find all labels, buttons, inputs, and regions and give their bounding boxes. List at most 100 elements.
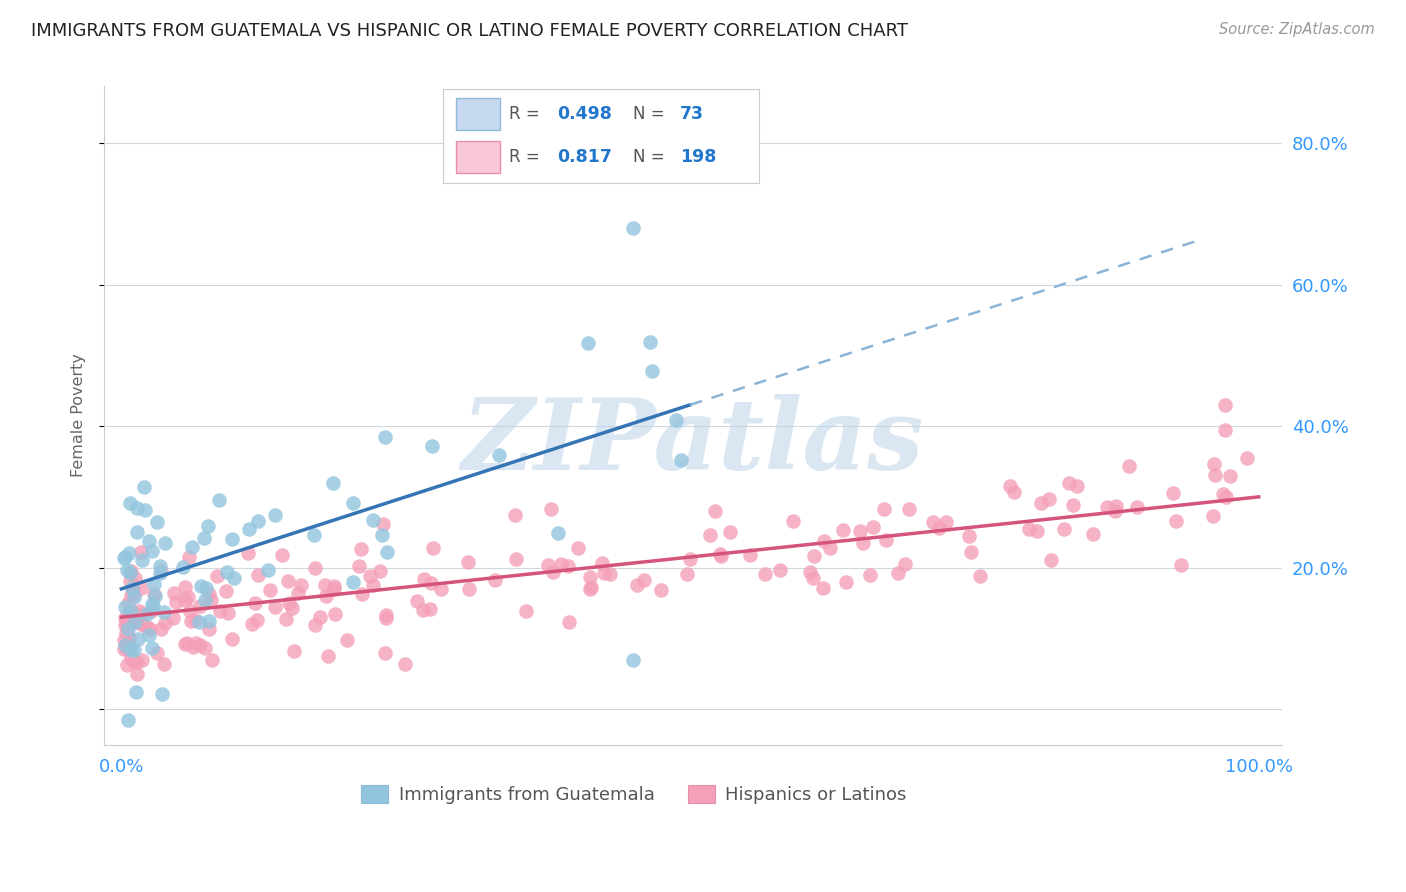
Point [263,600,285,615]
Point [146,646,169,660]
Text: N =: N = [633,105,664,123]
Point [818,541,841,555]
Point [263,508,285,522]
Point [960,545,983,559]
Point [127,656,149,670]
Point [323,607,346,621]
Text: R =: R = [509,105,540,123]
Point [626,578,648,592]
Point [120,609,142,624]
Point [131,618,153,632]
Point [280,601,302,615]
Point [124,615,146,630]
Point [1219,469,1241,483]
Point [141,597,163,611]
Point [127,632,149,647]
Point [181,541,204,555]
Point [578,582,600,596]
Point [120,643,142,657]
Point [134,503,156,517]
Point [558,615,581,629]
Point [641,364,664,378]
Point [484,573,506,587]
Point [1118,459,1140,474]
Point [152,657,174,671]
Point [699,527,721,541]
Point [488,448,510,462]
Point [181,640,204,654]
Text: 198: 198 [681,148,717,166]
Point [124,685,146,699]
Point [205,569,228,583]
Point [221,533,243,547]
Point [537,558,560,573]
Point [112,641,135,656]
Point [290,578,312,592]
Point [1029,495,1052,509]
Point [738,549,761,563]
Point [835,575,858,590]
Point [457,555,479,569]
Point [709,547,731,561]
Point [813,581,835,595]
Point [120,566,142,581]
Point [665,413,688,427]
Point [246,613,269,627]
Point [197,614,219,628]
Text: N =: N = [633,148,664,166]
Point [138,628,160,642]
Point [405,594,427,608]
Point [277,574,299,588]
Point [1236,450,1258,465]
Point [347,559,370,574]
Point [208,493,231,508]
Point [557,559,579,574]
Point [302,528,325,542]
Point [368,564,391,578]
Text: ZIPatlas: ZIPatlas [461,393,924,490]
Point [117,596,139,610]
Point [1038,492,1060,507]
Point [149,566,172,581]
Point [323,578,346,592]
Point [375,544,398,558]
Point [782,514,804,528]
Point [350,541,373,556]
Point [149,559,172,574]
Point [769,563,792,577]
Point [1202,508,1225,523]
Point [122,643,145,657]
Point [1057,476,1080,491]
Point [336,633,359,648]
Point [179,604,201,618]
Point [114,611,136,625]
Point [143,577,166,591]
Point [131,552,153,566]
Text: 73: 73 [681,105,704,123]
Point [430,582,453,597]
Point [515,605,537,619]
Point [129,545,152,559]
Point [163,586,186,600]
Point [422,541,444,556]
Point [188,615,211,629]
Point [155,536,177,550]
Point [862,520,884,534]
Point [1202,457,1225,471]
Point [801,571,824,585]
Point [505,552,527,566]
Point [1125,500,1147,514]
Point [112,632,135,647]
Point [650,582,672,597]
Point [593,566,616,580]
Point [124,655,146,669]
Point [121,614,143,628]
Point [304,561,326,575]
Point [287,586,309,600]
Point [125,667,148,681]
Point [114,549,136,564]
Point [141,544,163,558]
Point [540,502,562,516]
Point [125,500,148,515]
Point [676,567,699,582]
